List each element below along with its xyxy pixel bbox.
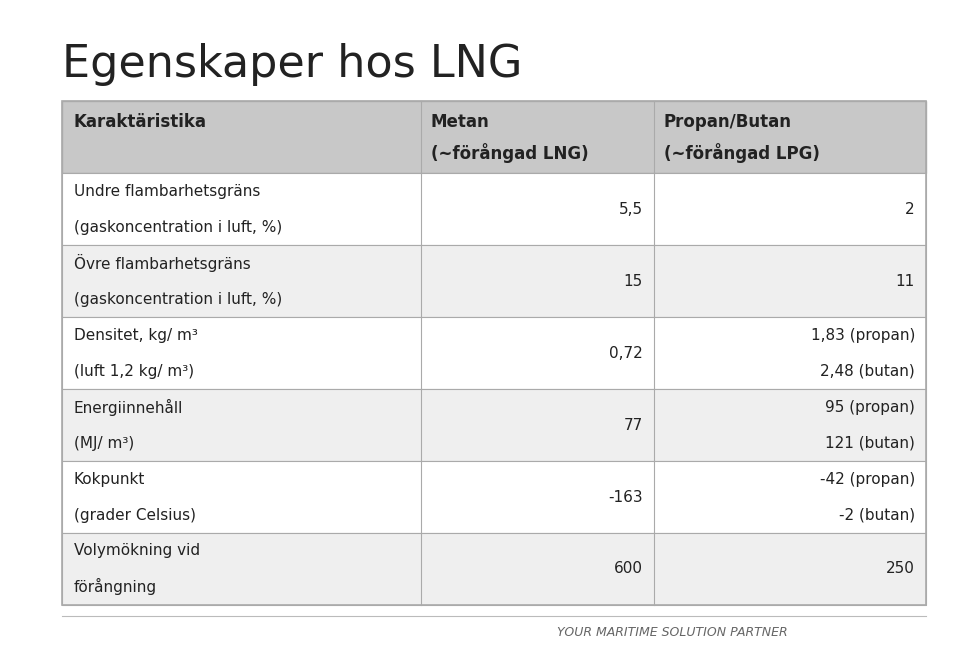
Text: (MJ/ m³): (MJ/ m³) <box>74 436 134 451</box>
Text: Metan: Metan <box>430 112 490 131</box>
Text: -163: -163 <box>608 490 643 504</box>
Text: (~förångad LNG): (~förångad LNG) <box>430 143 588 163</box>
Text: 95 (propan): 95 (propan) <box>825 400 915 415</box>
Text: Övre flambarhetsgräns: Övre flambarhetsgräns <box>74 254 251 272</box>
Text: 77: 77 <box>623 418 643 432</box>
Text: Karaktäristika: Karaktäristika <box>74 112 207 131</box>
Text: Kokpunkt: Kokpunkt <box>74 472 145 487</box>
Text: Volymökning vid: Volymökning vid <box>74 543 200 559</box>
Text: förångning: förångning <box>74 578 157 596</box>
Text: Energiinnehåll: Energiinnehåll <box>74 398 183 416</box>
Text: 2,48 (butan): 2,48 (butan) <box>820 364 915 379</box>
Text: Propan/Butan: Propan/Butan <box>664 112 792 131</box>
Text: 5,5: 5,5 <box>618 202 643 216</box>
Text: 250: 250 <box>886 562 915 576</box>
Text: 11: 11 <box>896 274 915 288</box>
Text: 121 (butan): 121 (butan) <box>825 436 915 451</box>
Text: (gaskoncentration i luft, %): (gaskoncentration i luft, %) <box>74 292 282 307</box>
Text: -42 (propan): -42 (propan) <box>820 472 915 487</box>
Text: 1,83 (propan): 1,83 (propan) <box>810 328 915 343</box>
Text: 2: 2 <box>905 202 915 216</box>
Text: SSPA: SSPA <box>859 625 902 640</box>
Text: (luft 1,2 kg/ m³): (luft 1,2 kg/ m³) <box>74 364 194 379</box>
Text: (gaskoncentration i luft, %): (gaskoncentration i luft, %) <box>74 220 282 235</box>
Text: YOUR MARITIME SOLUTION PARTNER: YOUR MARITIME SOLUTION PARTNER <box>557 626 787 639</box>
Text: Undre flambarhetsgräns: Undre flambarhetsgräns <box>74 184 260 199</box>
Text: 600: 600 <box>613 562 643 576</box>
Text: (~förångad LPG): (~förångad LPG) <box>664 143 820 163</box>
Text: 0,72: 0,72 <box>609 346 643 360</box>
Text: Egenskaper hos LNG: Egenskaper hos LNG <box>62 43 523 86</box>
Text: -2 (butan): -2 (butan) <box>839 508 915 523</box>
Text: (grader Celsius): (grader Celsius) <box>74 508 196 523</box>
Text: 15: 15 <box>623 274 643 288</box>
Text: Densitet, kg/ m³: Densitet, kg/ m³ <box>74 328 198 343</box>
